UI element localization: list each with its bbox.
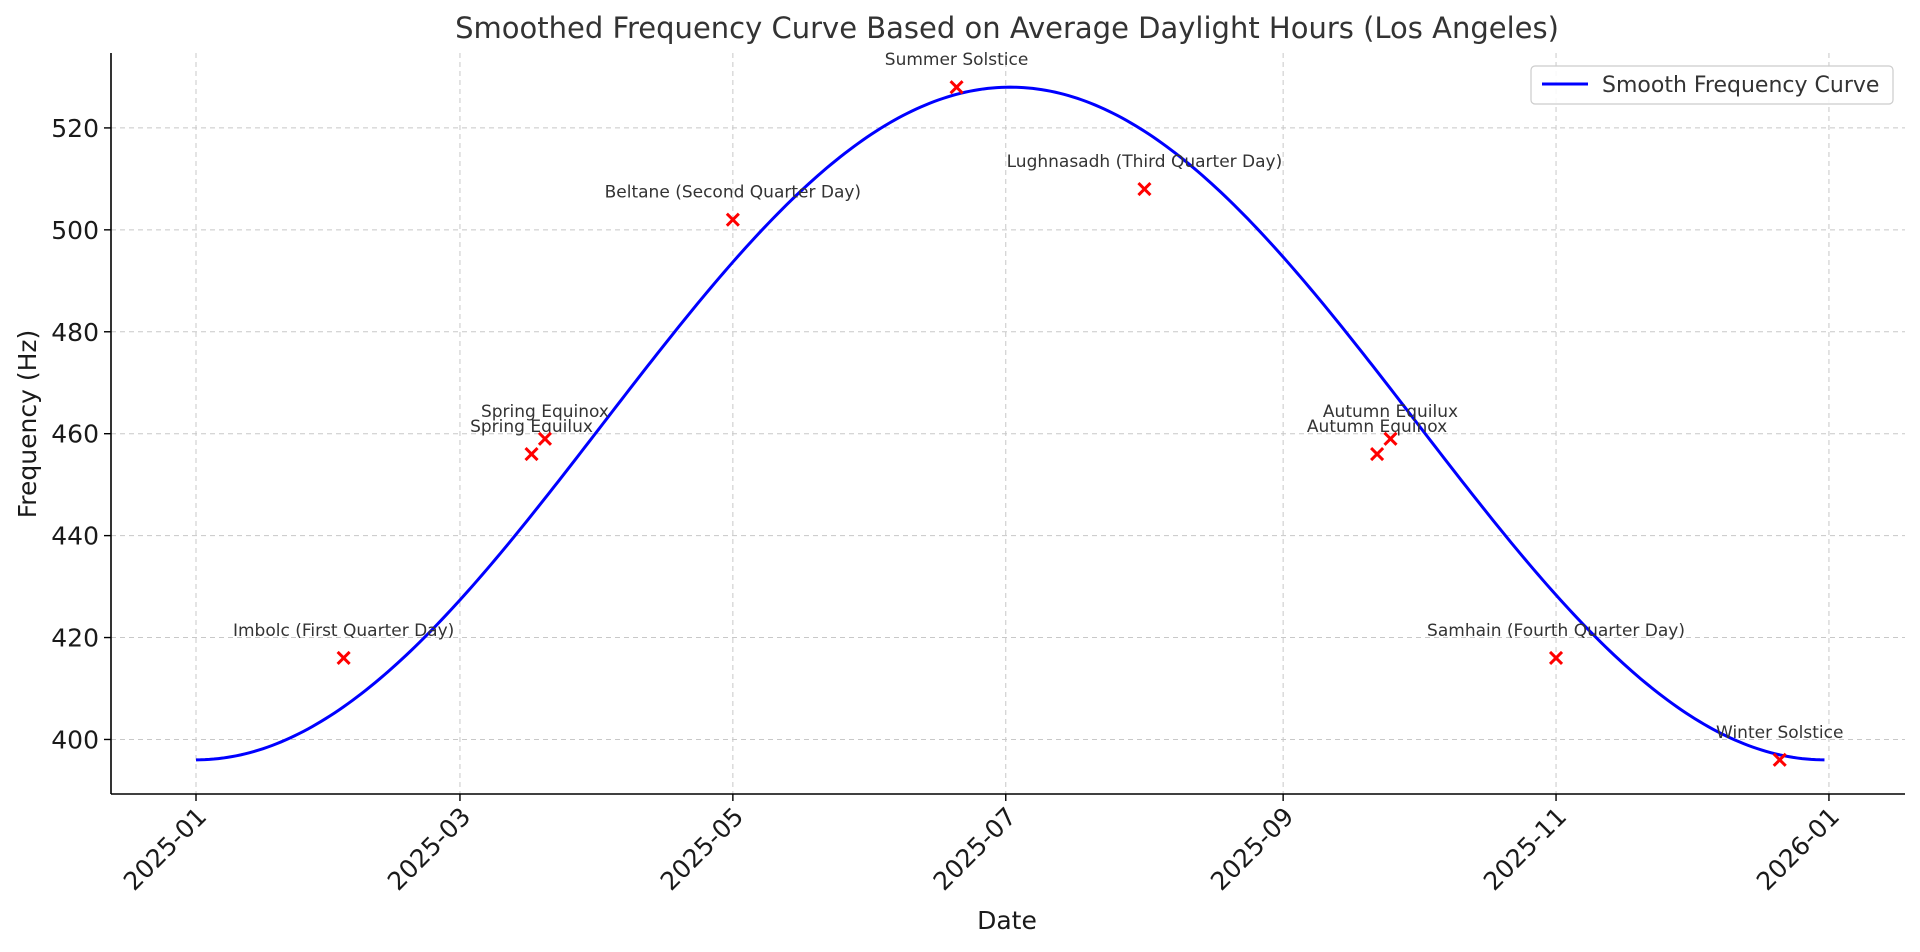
axes <box>110 53 1905 795</box>
smooth-frequency-curve <box>195 85 1825 762</box>
ticks: 400 420 440 460 480 500 520 2025-01 2025-03 2025-… <box>51 114 1845 896</box>
marker-x-stroke <box>1548 650 1564 665</box>
legend-box <box>1530 65 1894 105</box>
marker-point <box>1548 650 1564 665</box>
y-tick-label: 500 <box>51 216 99 245</box>
marker-point <box>725 212 740 227</box>
legend: Smooth Frequency Curve <box>1530 65 1894 105</box>
x-tick-label: 2025-03 <box>382 802 476 896</box>
point-annotation: Autumn Equinox <box>1307 417 1447 437</box>
x-tick-label: 2025-07 <box>928 802 1022 896</box>
x-axis-label: Date <box>977 906 1037 935</box>
marker-point <box>1772 752 1787 767</box>
point-annotation: Spring Equinox <box>481 402 609 422</box>
y-tick-label: 480 <box>51 318 99 347</box>
marker-point <box>524 447 539 462</box>
marker-x-stroke <box>1370 447 1385 462</box>
marker-x-stroke <box>725 212 740 227</box>
point-annotation: Summer Solstice <box>885 50 1029 70</box>
marker-x-stroke <box>524 447 539 462</box>
legend-label: Smooth Frequency Curve <box>1602 73 1879 98</box>
x-tick-label: 2025-05 <box>655 802 749 896</box>
point-annotation: Imbolc (First Quarter Day) <box>233 621 454 641</box>
marker-x-stroke <box>336 650 351 665</box>
marker-point <box>537 431 553 446</box>
marker-point <box>1383 431 1398 446</box>
y-tick-label: 420 <box>51 624 99 653</box>
marker-x-stroke <box>1383 431 1398 446</box>
grid <box>111 53 1905 794</box>
y-tick-label: 520 <box>51 114 99 143</box>
marker-x-stroke <box>949 80 964 95</box>
point-annotation: Spring Equilux <box>470 417 593 437</box>
marker-x-stroke <box>537 431 553 446</box>
point-annotation: Winter Solstice <box>1716 723 1843 743</box>
x-tick-label: 2025-11 <box>1478 802 1572 896</box>
marker-point <box>1137 182 1152 197</box>
point-annotation: Lughnasadh (Third Quarter Day) <box>1007 152 1283 172</box>
y-tick-label: 460 <box>51 420 99 449</box>
marker-point <box>1370 447 1385 462</box>
marker-x-stroke <box>1137 182 1152 197</box>
point-annotation: Beltane (Second Quarter Day) <box>605 183 861 203</box>
marker-point <box>949 80 964 95</box>
x-tick-label: 2026-01 <box>1751 802 1845 896</box>
curve-layer <box>195 85 1825 762</box>
y-tick-label: 440 <box>51 522 99 551</box>
marker-point <box>336 650 351 665</box>
point-annotation: Samhain (Fourth Quarter Day) <box>1427 621 1685 641</box>
x-tick-label: 2025-01 <box>118 802 212 896</box>
x-tick-label: 2025-09 <box>1205 802 1299 896</box>
chart-title: Smoothed Frequency Curve Based on Averag… <box>455 11 1559 45</box>
points-layer: Imbolc (First Quarter Day) Spring Equilux… <box>233 50 1843 767</box>
marker-x-stroke <box>1772 752 1787 767</box>
y-axis-label: Frequency (Hz) <box>13 330 42 519</box>
point-annotation: Autumn Equilux <box>1323 402 1458 422</box>
y-tick-label: 400 <box>51 725 99 754</box>
